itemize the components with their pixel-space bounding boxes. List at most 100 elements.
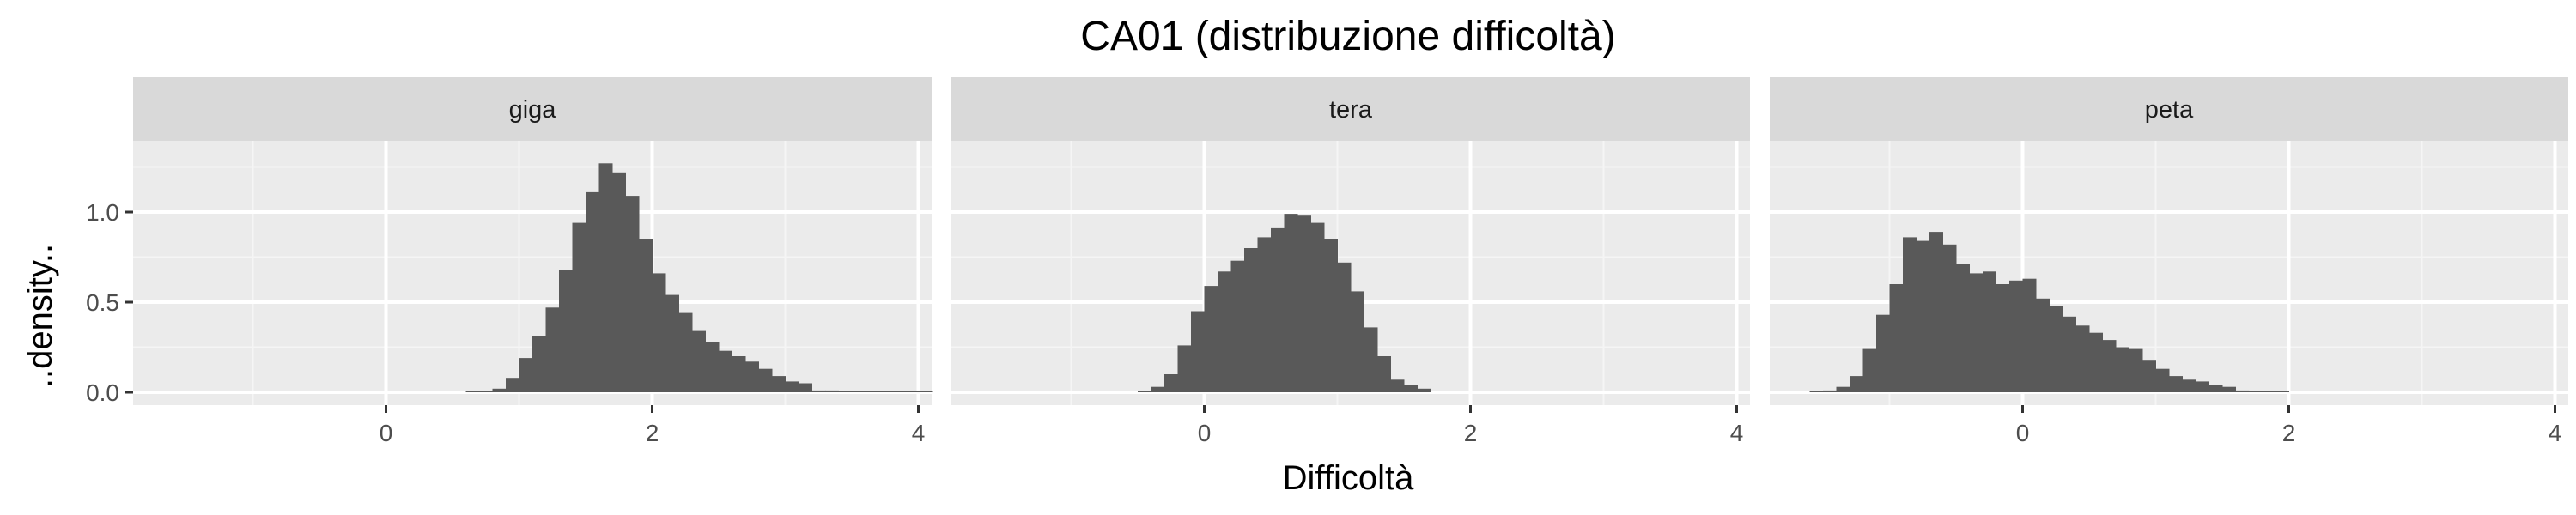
histogram-bar — [2222, 386, 2236, 392]
histogram-bar — [2049, 306, 2063, 392]
histogram-bar — [652, 273, 666, 392]
histogram-bar — [2142, 360, 2156, 392]
histogram-bar — [2275, 391, 2289, 392]
histogram-bar — [2129, 348, 2143, 392]
histogram-bar — [639, 239, 653, 392]
facet-strip-label: peta — [2145, 96, 2194, 124]
histogram-bar — [1257, 237, 1272, 392]
chart-title: CA01 (distribuzione difficoltà) — [1080, 14, 1615, 59]
histogram-bar — [891, 391, 906, 392]
y-axis-title: ..density.. — [21, 244, 59, 388]
histogram-bar — [1983, 271, 1996, 392]
histogram-bar — [1823, 390, 1837, 392]
facet-strip — [1770, 77, 2568, 141]
histogram-bar — [1204, 286, 1218, 392]
histogram-bar — [1297, 215, 1311, 392]
histogram-bar — [2235, 390, 2250, 392]
x-tick-label: 2 — [2282, 420, 2296, 446]
x-axis-title: Difficoltà — [1283, 459, 1414, 497]
panel-giga: giga 0 2 4 0.0 0.5 1.0 — [86, 77, 933, 446]
histogram-bar — [1417, 388, 1431, 392]
histogram-bar — [1996, 284, 2010, 392]
histogram-bar — [465, 391, 480, 392]
histogram-bar — [612, 172, 626, 393]
histogram-bar — [1390, 379, 1405, 392]
histogram-bar — [2196, 381, 2209, 392]
x-tick-label: 4 — [2549, 420, 2562, 446]
histogram-bar — [586, 191, 599, 392]
histogram-bar — [1284, 214, 1298, 392]
panels-group: giga 0 2 4 0.0 0.5 1.0 tera 0 2 4 peta 0 2 4 — [86, 77, 2568, 446]
histogram-bar — [625, 196, 640, 392]
histogram-bar — [852, 391, 866, 392]
histogram-bar — [2116, 347, 2129, 392]
histogram-bar — [719, 350, 732, 392]
histogram-bar — [825, 390, 839, 392]
histogram-bar — [1164, 374, 1178, 392]
x-tick-label: 0 — [380, 420, 393, 446]
histogram-bar — [1364, 327, 1378, 392]
histogram-bar — [2249, 391, 2263, 392]
x-tick-label: 0 — [1198, 420, 1212, 446]
histogram-bar — [479, 391, 493, 392]
histogram-bar — [1836, 386, 1850, 392]
histogram-bar — [1876, 314, 1890, 392]
histogram-bar — [865, 391, 879, 392]
histogram-bar — [2036, 298, 2050, 392]
histogram-bar — [598, 163, 613, 393]
histogram-bar — [692, 330, 706, 392]
histogram-bar — [1230, 260, 1245, 392]
histogram-bar — [1337, 262, 1352, 392]
histogram-bar — [1916, 240, 1930, 392]
histogram-bar — [1377, 356, 1391, 392]
x-tick-label: 0 — [2016, 420, 2030, 446]
y-tick-label: 0.0 — [86, 379, 119, 406]
histogram-bar — [1151, 386, 1165, 392]
x-tick-label: 4 — [1730, 420, 1744, 446]
histogram-bar — [1929, 232, 1943, 392]
histogram-bar — [545, 307, 560, 392]
histogram-bar — [1177, 345, 1192, 392]
histogram-bar — [1809, 391, 1824, 392]
histogram-bar — [1244, 248, 1258, 392]
histogram-bar — [758, 368, 773, 392]
histogram-bar — [665, 294, 679, 392]
histogram-bar — [2075, 325, 2090, 392]
histogram-bar — [2063, 316, 2076, 392]
histogram-bar — [1956, 264, 1970, 392]
histogram-bar — [705, 342, 720, 392]
facet-strip-label: tera — [1329, 96, 1373, 124]
facet-strip-label: giga — [509, 96, 557, 124]
histogram-bar — [918, 391, 933, 392]
histogram-bar — [1218, 271, 1231, 392]
histogram-bar — [2169, 376, 2183, 392]
histogram-bar — [492, 388, 507, 392]
histogram-bar — [506, 378, 519, 392]
x-tick-label: 2 — [646, 420, 659, 446]
histogram-bar — [678, 312, 693, 392]
histogram-bar — [799, 383, 812, 392]
histogram-bar — [1138, 391, 1151, 392]
facet-strip — [133, 77, 932, 141]
panel-peta: peta 0 2 4 — [1770, 77, 2568, 446]
histogram-bar — [1191, 311, 1205, 392]
histogram-bar — [2089, 332, 2103, 392]
histogram-bar — [905, 391, 919, 392]
histogram-bar — [785, 381, 799, 392]
x-tick-label: 4 — [912, 420, 926, 446]
histogram-bar — [1850, 376, 1863, 392]
histogram-bar — [1404, 385, 1418, 392]
histogram-bar — [878, 391, 892, 392]
histogram-bar — [2009, 280, 2023, 392]
y-tick-label: 1.0 — [86, 199, 119, 226]
histogram-bar — [1324, 239, 1338, 392]
histogram-bar — [772, 376, 786, 392]
histogram-bar — [1942, 244, 1957, 392]
histogram-bar — [572, 222, 586, 392]
y-tick-label: 0.5 — [86, 289, 119, 316]
histogram-bar — [732, 356, 746, 392]
histogram-bar — [811, 390, 826, 392]
histogram-bar — [1903, 237, 1917, 392]
facet-strip — [951, 77, 1750, 141]
histogram-bar — [838, 391, 853, 392]
